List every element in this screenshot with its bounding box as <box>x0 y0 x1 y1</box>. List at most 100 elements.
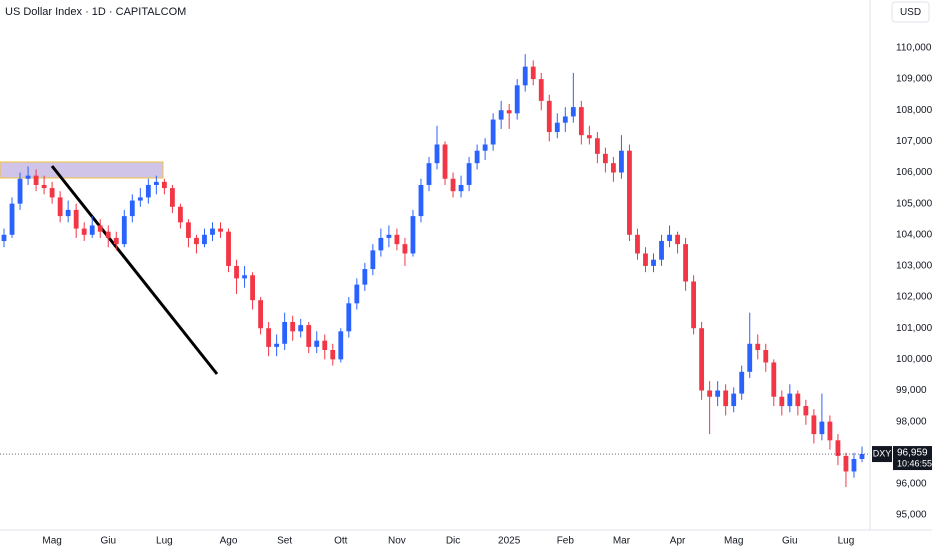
candle-body <box>787 393 793 407</box>
candle-body <box>1 234 7 242</box>
candle-body <box>17 178 23 204</box>
x-tick-label: Feb <box>557 536 575 547</box>
candle-body <box>210 228 215 235</box>
y-tick-label: 103,000 <box>896 261 932 272</box>
candle-body <box>586 135 592 139</box>
candle-body <box>731 393 737 407</box>
candle-body <box>426 163 432 185</box>
candle-body <box>562 116 568 123</box>
candle-body <box>178 206 183 223</box>
candle-body <box>763 350 769 363</box>
candle-body <box>522 66 528 86</box>
candle-body <box>306 325 312 347</box>
candle-body <box>81 228 87 235</box>
candle-body <box>250 275 255 301</box>
y-tick-label: 101,000 <box>896 323 932 334</box>
x-tick-label: Giu <box>100 536 116 547</box>
y-tick-label: 105,000 <box>896 198 932 209</box>
candle-body <box>418 184 424 217</box>
candle-body <box>538 79 544 101</box>
y-tick-label: 104,000 <box>896 229 932 240</box>
y-tick-label: 108,000 <box>896 105 932 116</box>
candle-body <box>530 66 536 80</box>
x-tick-label: Apr <box>670 536 686 547</box>
candle-body <box>843 455 849 472</box>
candle-body <box>851 459 857 472</box>
candle-body <box>137 197 143 201</box>
candle-body <box>402 244 408 254</box>
candle-body <box>194 237 199 245</box>
candle-body <box>274 343 280 347</box>
candle-body <box>298 325 304 332</box>
y-tick-label: 98,000 <box>896 416 927 427</box>
x-tick-label: Lug <box>156 536 173 547</box>
y-tick-label: 109,000 <box>896 74 932 85</box>
candle-body <box>282 321 288 344</box>
candle-body <box>113 237 119 245</box>
zone-drawing[interactable] <box>0 161 164 179</box>
candle-body <box>859 454 865 460</box>
candle-body <box>643 253 648 266</box>
candle-body <box>121 216 127 245</box>
y-tick-label: 107,000 <box>896 136 932 147</box>
candle-body <box>611 163 616 173</box>
y-tick-label: 102,000 <box>896 292 932 303</box>
candle-body <box>803 406 809 416</box>
candle-body <box>202 234 207 245</box>
candle-body <box>458 184 464 192</box>
candle-body <box>570 107 576 117</box>
candle-body <box>386 234 392 238</box>
x-tick-label: Mar <box>613 536 631 547</box>
x-tick-label: Mag <box>42 536 61 547</box>
candle-body <box>33 175 39 185</box>
candle-body <box>161 181 167 189</box>
candle-body <box>723 390 729 407</box>
candle-body <box>442 144 448 179</box>
candle-body <box>105 231 111 238</box>
candle-body <box>514 85 520 114</box>
candle-body <box>242 275 247 279</box>
candle-body <box>25 175 31 179</box>
candle-body <box>41 184 47 189</box>
candle-body <box>795 393 801 407</box>
candle-body <box>683 244 688 282</box>
candle-body <box>153 181 159 185</box>
y-tick-label: 106,000 <box>896 167 932 178</box>
candle-body <box>771 362 777 397</box>
candle-body <box>450 178 456 192</box>
candle-body <box>739 371 745 394</box>
trend-line-drawing[interactable] <box>50 165 219 375</box>
candle-body <box>602 153 608 164</box>
candle-body <box>9 203 15 235</box>
currency-button[interactable] <box>891 1 930 23</box>
candle-body <box>659 241 664 260</box>
x-tick-label: Lug <box>838 536 855 547</box>
candle-body <box>554 122 560 133</box>
candle-body <box>266 328 272 347</box>
candle-body <box>314 340 320 347</box>
symbol-box <box>872 446 892 463</box>
candle-body <box>89 225 95 235</box>
candle-body <box>73 209 79 229</box>
currency-label: USD <box>900 7 921 18</box>
candle-body <box>330 350 336 360</box>
candle-body <box>594 138 600 154</box>
y-tick-label: 95,000 <box>896 510 927 521</box>
candle-body <box>755 343 761 351</box>
y-tick-label: 99,000 <box>896 385 927 396</box>
candle-body <box>290 321 296 332</box>
candle-body <box>370 250 376 270</box>
candle-body <box>474 150 480 164</box>
candle-body <box>258 300 264 329</box>
candle-body <box>779 396 785 407</box>
candle-body <box>169 188 175 207</box>
candle-body <box>578 107 584 136</box>
candle-body <box>145 184 151 198</box>
countdown-label: 10:46:55 <box>897 458 932 468</box>
candle-body <box>651 259 656 266</box>
candle-body <box>322 340 328 351</box>
candle-body <box>747 343 753 372</box>
x-tick-label: Set <box>277 536 292 547</box>
y-tick-label: 110,000 <box>896 43 932 54</box>
candle-body <box>354 284 360 304</box>
